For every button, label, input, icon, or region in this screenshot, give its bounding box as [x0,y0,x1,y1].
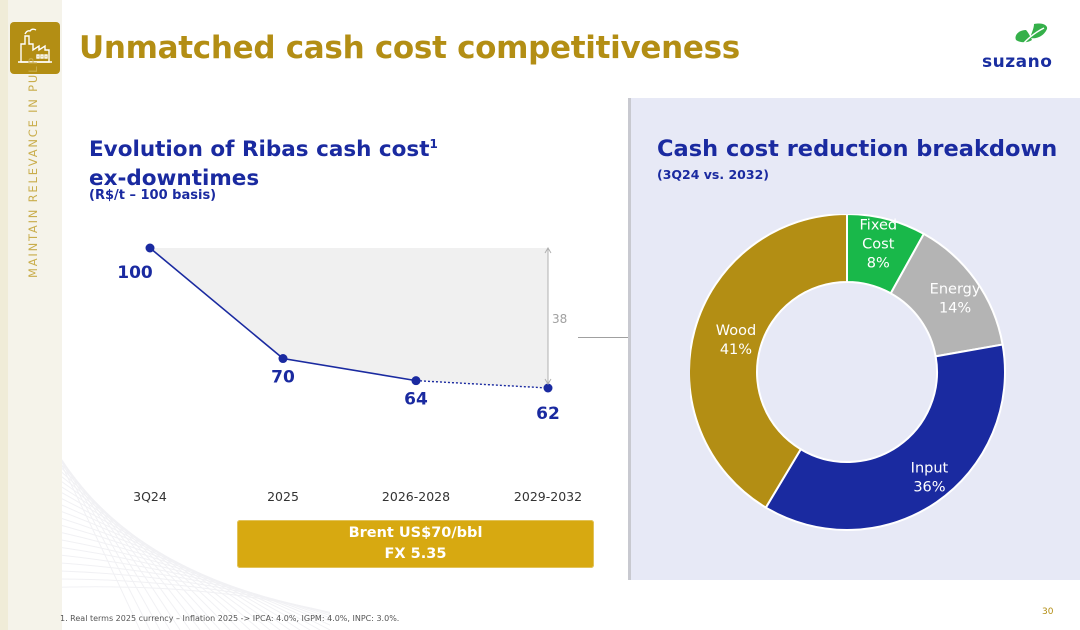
slice-wood [690,214,848,509]
panel-edge [628,98,631,580]
left-chart-title: Evolution of Ribas cash cost1 ex-downtim… [89,130,438,193]
footnote: 1. Real terms 2025 currency – Inflation … [60,614,400,623]
slice-name-label: Fixed [860,217,898,233]
cash-cost-donut-chart: Fixed Cost 8% Energy 14% Input 36% Wood 41% [690,214,1006,531]
gap-area [150,248,548,388]
section-sidebar [0,0,62,630]
x-tick-label: 2025 [267,489,299,504]
cash-cost-line-chart: 100 70 64 62 38 3Q24 2025 2026-2028 2029-2032 [117,243,582,504]
gap-arrow-head-top [544,247,552,254]
slide-title: Unmatched cash cost competitiveness [79,30,740,66]
fx-assumption: FX 5.35 [384,546,447,562]
data-point-3Q24 [145,243,155,253]
x-tick-label: 3Q24 [133,489,167,504]
brent-assumption: Brent US$70/bbl [348,525,483,541]
data-label-2029-2032: 62 [536,404,560,424]
slice-input [764,343,1006,531]
sidebar-strip [0,0,8,630]
slice-name-label: Cost [862,236,895,252]
x-tick-label: 2026-2028 [382,489,450,504]
slice-value-label: 36% [913,480,945,496]
factory-icon [10,22,60,74]
slice-value-label: 41% [720,342,752,358]
left-chart-subtitle: (R$/t – 100 basis) [89,188,217,203]
data-point-2025 [278,354,288,364]
connector-line [578,337,630,338]
gap-arrow-head-bottom [544,378,552,385]
suzano-logo: suzano [982,52,1053,72]
left-title-line1: Evolution of Ribas cash cost [89,137,430,163]
data-point-2026-2028 [411,376,421,386]
section-label: MAINTAIN RELEVANCE IN PULP [26,55,40,278]
slice-value-label: 8% [867,255,890,271]
gap-label: 38 [552,312,567,326]
data-label-3Q24: 100 [117,263,153,283]
page-number: 30 [1042,607,1054,617]
assumptions-box: Brent US$70/bbl FX 5.35 [237,520,594,568]
left-title-line2: ex-downtimes [89,166,260,192]
slice-value-label: 14% [939,300,971,316]
slice-name-label: Wood [716,323,756,339]
data-point-2029-2032 [543,383,553,393]
x-tick-label: 2029-2032 [514,489,582,504]
data-label-2025: 70 [271,368,295,388]
suzano-leaf-icon [1015,23,1048,51]
slice-name-label: Input [911,461,949,477]
slice-name-label: Energy [930,281,981,297]
right-chart-title: Cash cost reduction breakdown [657,136,1058,162]
data-label-2026-2028: 64 [404,390,428,410]
footnote-marker: 1 [429,137,438,151]
right-chart-subtitle: (3Q24 vs. 2032) [657,167,769,182]
